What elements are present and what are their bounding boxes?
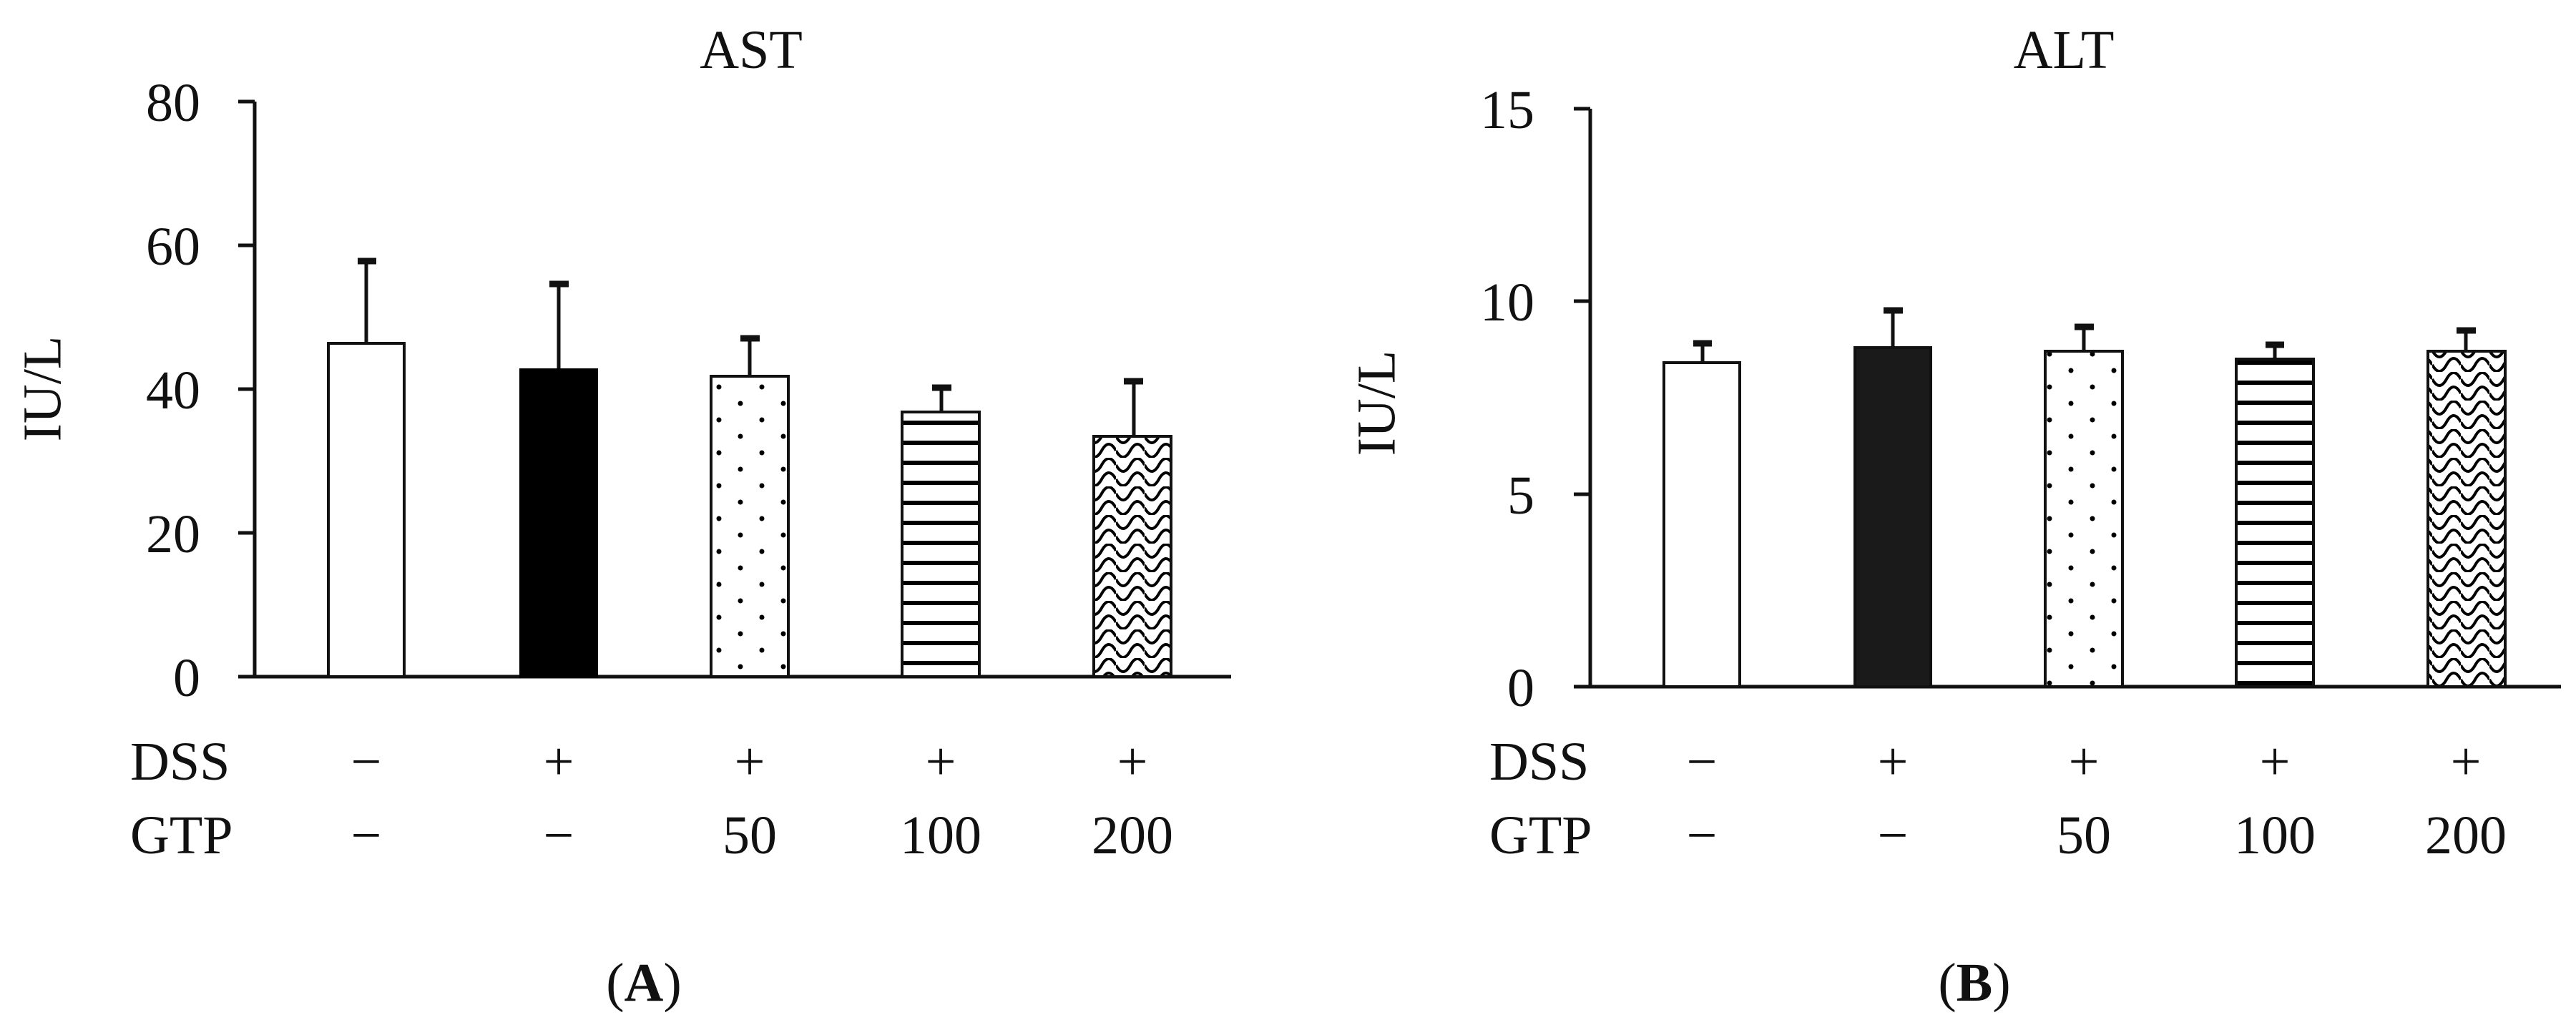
dss-value-1: − [1686,732,1718,792]
chart-title-ast: AST [700,20,803,80]
bar-alt-dss [1853,346,1932,688]
y-axis-label: IU/L [1346,350,1407,456]
dss-value-2: + [1877,732,1909,792]
gtp-value-5: 200 [2425,805,2507,865]
gtp-value-1: − [351,805,382,865]
y-tick-20: 20 [146,504,200,564]
dss-value-2: + [543,732,574,792]
gtp-value-3: 50 [723,805,777,865]
dss-value-5: + [2450,732,2482,792]
dss-value-4: + [2259,732,2291,792]
row-label-gtp: GTP [1489,805,1592,865]
panel-a-ast-chart: AST 80 60 40 20 0 IU/L DSS GTP − + + + +… [12,20,1231,1013]
error-bars [358,258,1143,436]
y-tick-80: 80 [146,73,200,133]
bar-ast-dss-gtp200 [1092,435,1172,678]
bar-ast-dss [519,368,598,678]
y-tick-15: 15 [1480,80,1534,140]
bar-ast-control [327,342,406,678]
error-bars [1693,307,2476,363]
panel-b-alt-chart: ALT 15 10 5 0 IU/L DSS GTP − + + + + − −… [1288,0,2576,1030]
y-axis [238,99,257,677]
row-label-dss: DSS [130,732,230,792]
bar-alt-dss-gtp50 [2044,350,2124,688]
bar-alt-dss-gtp200 [2426,350,2507,688]
gtp-value-2: − [543,805,574,865]
y-axis [1574,107,1592,687]
row-label-dss: DSS [1489,732,1590,792]
alt-plot-area [1574,107,2561,689]
bar-ast-dss-gtp100 [901,411,981,678]
gtp-value-4: 100 [2234,805,2316,865]
gtp-value-3: 50 [2057,805,2111,865]
ast-plot-area [238,99,1231,679]
bar-alt-control [1662,361,1741,688]
y-tick-10: 10 [1480,273,1534,333]
y-tick-0: 0 [173,648,200,708]
dss-value-5: + [1117,732,1148,792]
dss-value-1: − [351,732,382,792]
row-label-gtp: GTP [130,805,233,865]
y-tick-40: 40 [146,360,200,421]
panel-caption-a: (A) [606,953,682,1013]
gtp-value-1: − [1686,805,1718,865]
dss-value-4: + [925,732,956,792]
dss-value-3: + [2068,732,2100,792]
bar-ast-dss-gtp50 [710,375,790,678]
y-tick-60: 60 [146,217,200,277]
gtp-value-5: 200 [1092,805,1173,865]
gtp-value-2: − [1877,805,1909,865]
y-tick-5: 5 [1507,466,1534,526]
gtp-value-4: 100 [900,805,981,865]
y-axis-label: IU/L [12,335,73,442]
chart-title-alt: ALT [2013,20,2115,80]
bar-alt-dss-gtp100 [2235,358,2315,688]
y-tick-0: 0 [1507,658,1534,718]
panel-caption-b: (B) [1938,953,2011,1013]
dss-value-3: + [734,732,765,792]
